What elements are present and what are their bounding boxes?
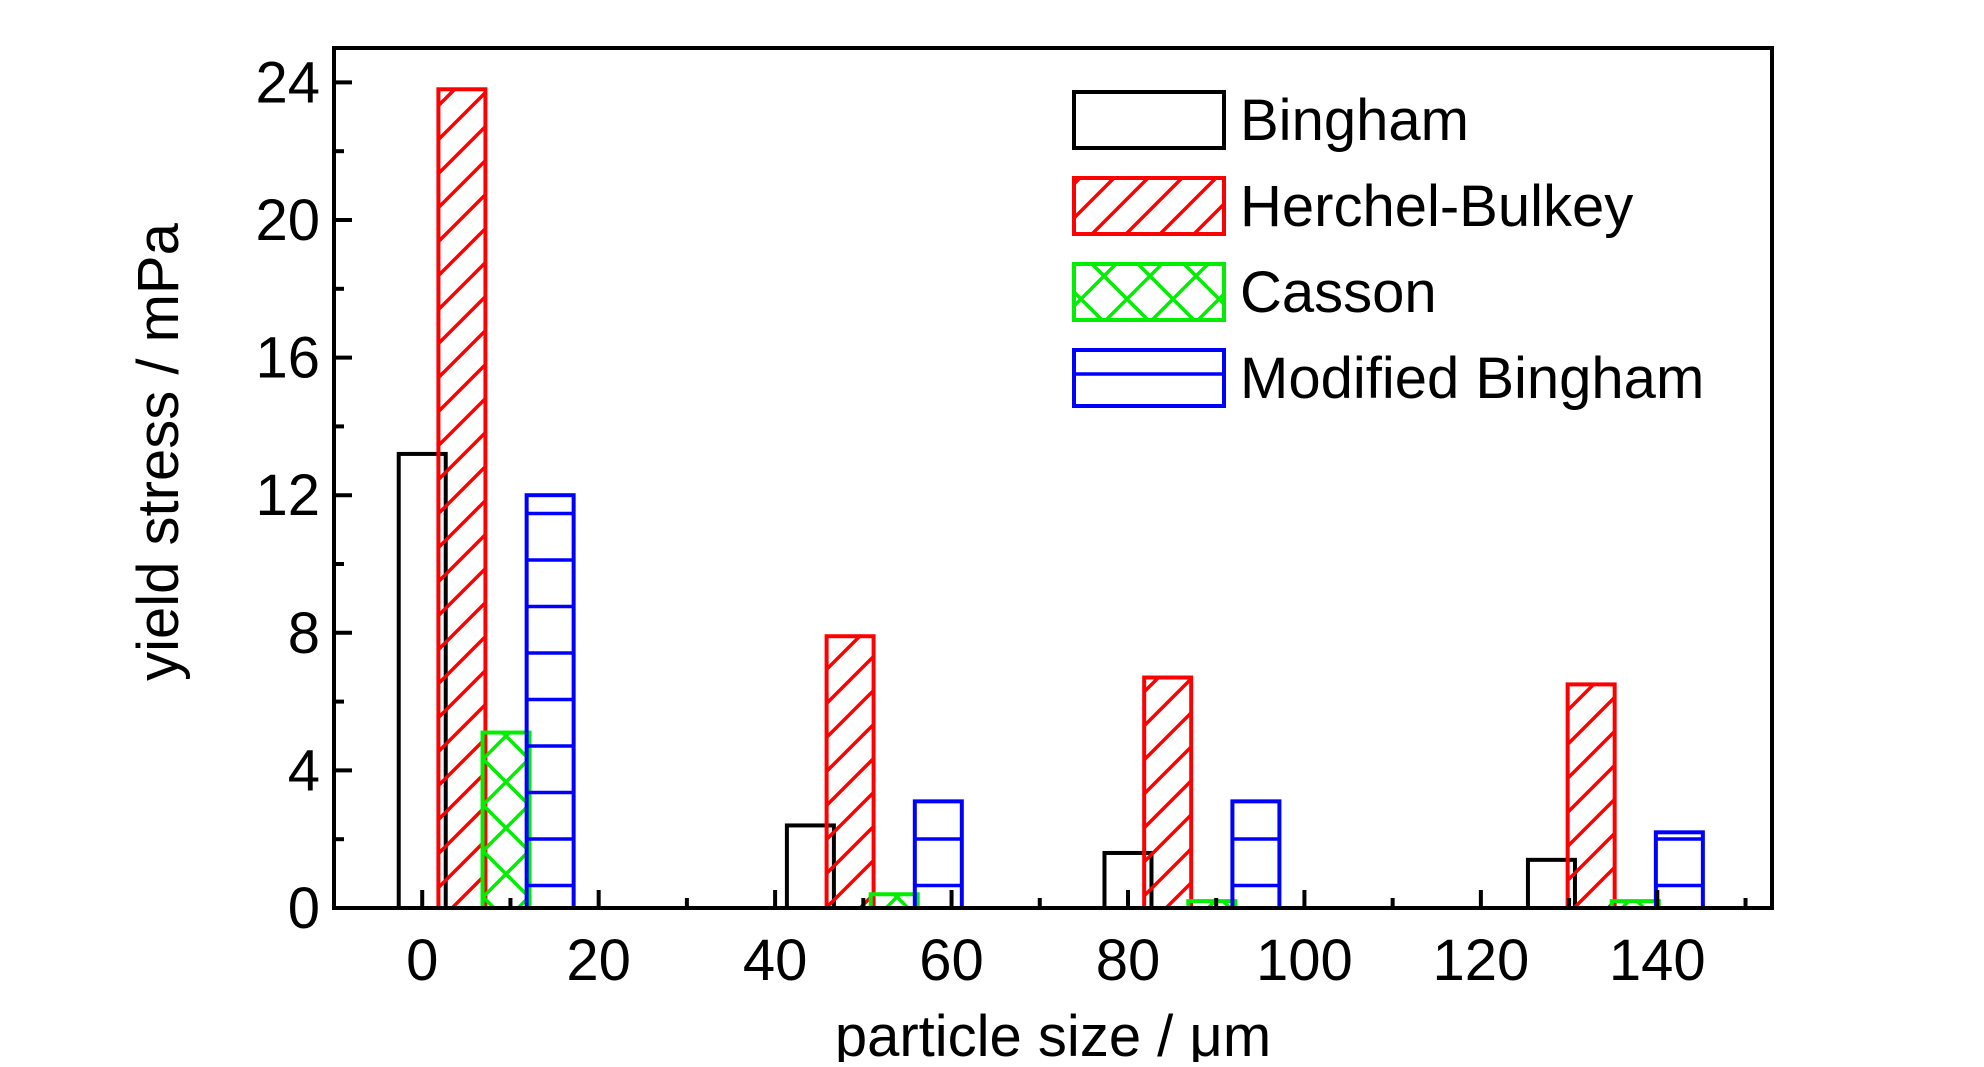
x-axis: 0 20 40 60 80 100 120 140	[406, 890, 1748, 993]
legend-item: Modified Bingham	[1072, 346, 1704, 411]
bar-fill	[1188, 901, 1236, 908]
legend-swatch	[1072, 176, 1226, 236]
bar-fill	[826, 636, 874, 908]
x-tick-label: 140	[1609, 928, 1706, 993]
y-tick-label: 4	[288, 738, 320, 803]
series-modified-bingham	[524, 493, 1705, 911]
legend-item: Bingham	[1072, 88, 1469, 153]
y-axis: 0 4 8 12 16 20 24	[255, 50, 352, 941]
x-tick-label: 20	[566, 928, 631, 993]
legend-swatch-fill	[1074, 264, 1224, 320]
x-tick-label: 60	[919, 928, 984, 993]
legend-label: Modified Bingham	[1240, 346, 1704, 411]
legend-label: Bingham	[1240, 88, 1469, 153]
bar-fill	[914, 801, 962, 908]
legend-item: Herchel-Bulkey	[1072, 174, 1633, 239]
y-axis-title: yield stress / mPa	[126, 222, 191, 680]
bar-fill	[1232, 801, 1280, 908]
y-tick-label: 0	[288, 876, 320, 941]
x-tick-label: 100	[1256, 928, 1353, 993]
x-tick-label: 80	[1096, 928, 1161, 993]
legend-label: Herchel-Bulkey	[1240, 174, 1633, 239]
legend: Bingham Herchel-Bulkey Casson Modified Bing…	[1072, 88, 1704, 411]
bar-fill	[1144, 677, 1192, 908]
bar-fill	[482, 732, 530, 908]
x-tick-label: 0	[406, 928, 438, 993]
bar-fill	[870, 894, 918, 908]
legend-swatch	[1072, 262, 1226, 322]
y-tick-label: 12	[255, 463, 320, 528]
y-tick-label: 24	[255, 50, 320, 115]
bar-fill	[1655, 832, 1703, 908]
plot-frame	[332, 46, 1774, 910]
legend-swatch	[1072, 90, 1226, 150]
y-tick-label: 16	[255, 326, 320, 391]
y-tick-label: 20	[255, 188, 320, 253]
bar-fill	[1611, 901, 1659, 908]
x-tick-label: 120	[1432, 928, 1529, 993]
legend-item: Casson	[1072, 260, 1437, 325]
legend-swatch	[1072, 348, 1226, 408]
bar-fill	[438, 89, 486, 908]
series-casson	[480, 730, 1661, 910]
legend-swatch-fill	[1074, 178, 1224, 234]
legend-swatch-fill	[1074, 350, 1224, 406]
y-tick-label: 8	[288, 601, 320, 666]
x-tick-label: 40	[743, 928, 808, 993]
bar-fill	[526, 495, 574, 908]
legend-label: Casson	[1240, 260, 1437, 325]
x-axis-title: particle size / μm	[835, 1004, 1271, 1062]
bar-fill	[1567, 684, 1615, 908]
